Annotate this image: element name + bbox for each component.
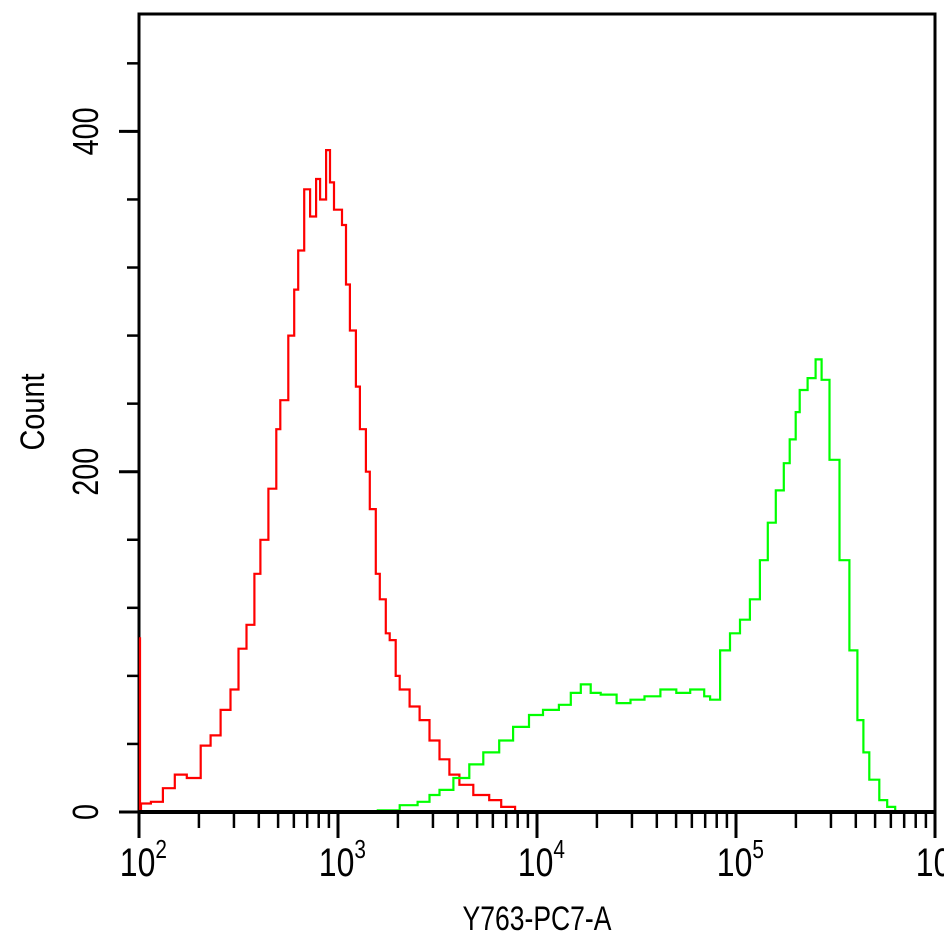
y-tick-label: 400 (65, 107, 106, 155)
y-tick-label: 0 (65, 804, 106, 820)
series-layer (138, 149, 897, 814)
x-tick-label: 102 (120, 835, 167, 885)
x-axis-label: Y763-PC7-A (463, 900, 612, 938)
plot-frame (137, 12, 937, 814)
x-tick-label: 104 (518, 835, 565, 885)
y-tick-label: 200 (65, 448, 106, 496)
series-line-control (138, 149, 517, 814)
y-axis: 0 200 400 (65, 62, 139, 820)
x-tick-label: 106 (916, 835, 944, 885)
x-tick-label: 105 (717, 835, 764, 885)
series-line-stained (355, 358, 897, 814)
x-axis: 102 103 104 105 106 (120, 810, 944, 885)
y-axis-label: Count (13, 373, 52, 450)
x-tick-label: 103 (319, 835, 366, 885)
